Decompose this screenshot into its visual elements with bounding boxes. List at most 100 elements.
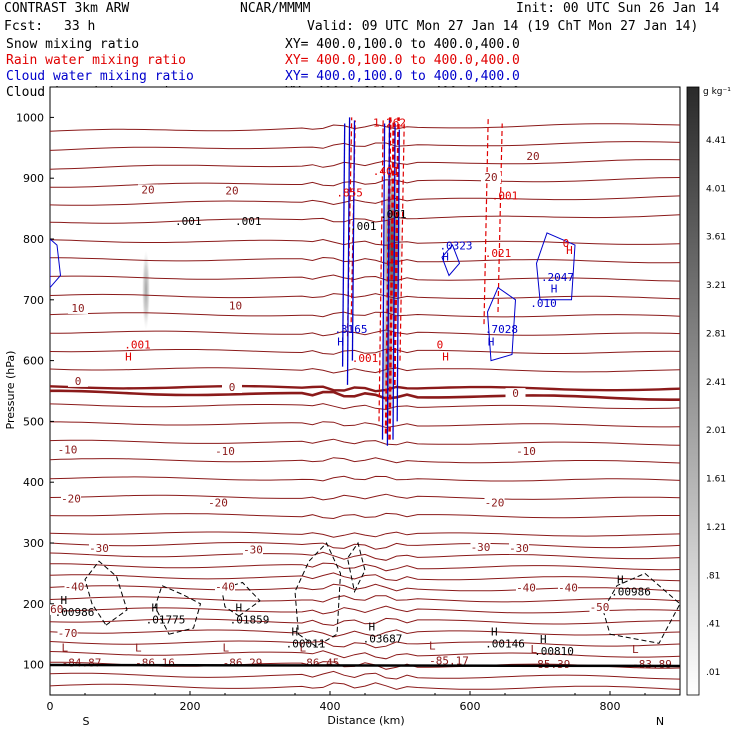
rain-contour [393,117,400,385]
high-marker: H [369,621,376,634]
isotherm-label-bg [57,444,78,456]
cloud-water-contour [535,232,576,301]
colorbar-tick-label: .01 [706,668,720,678]
isotherm-label: 0 [512,387,519,400]
rain-high-marker: H [442,351,449,364]
isotherm-label: -40 [516,582,536,595]
isotherm-label: 20 [141,183,154,196]
low-value: -86.45 [300,657,340,670]
colorbar-tick-label: 2.81 [706,329,726,339]
low-marker: L [429,640,436,653]
isotherm-label: -10 [516,445,536,458]
cloud-ice-contour [294,542,342,647]
isotherm-label-bg [505,388,526,400]
isotherm-line [50,256,680,264]
isotherm-label-bg [208,497,228,509]
ground-surface [50,663,680,668]
isotherm-label-bg [215,581,235,593]
isotherm-line [50,541,680,550]
isotherm-line [50,640,680,649]
isotherm-line [50,195,680,206]
y-tick-label: 600 [23,355,44,368]
isotherm-label-bg [61,493,81,505]
isotherm-line [50,311,680,318]
isotherm-label: -50 [590,601,610,614]
cloud-ice-contour [602,572,680,644]
rain-label: 0 [437,338,444,351]
rain-contour [388,120,395,440]
isotherm-line [50,562,680,572]
rain-contour [384,117,392,434]
cloud-ice-high-value: .00810 [534,645,574,658]
isotherm-line [50,438,680,446]
isotherm-label-bg [225,300,246,312]
y-axis: 100 200 300 400 500 600 700 800 900 1000 [16,111,54,672]
cloud-water-high-marker: H [442,250,449,263]
colorbar-tick-label: 1.61 [706,475,726,485]
y-tick-label: 400 [23,476,44,489]
cloud-water-label: .0323 [439,239,472,252]
isotherm-label: -60 [44,603,64,616]
freezing-level-line [50,389,680,401]
x-tick-label: 800 [600,700,621,713]
isotherm-line [50,141,680,151]
isotherm-label-bg [523,150,543,162]
isotherm-line [50,457,680,464]
x-tick-label: 0 [47,700,54,713]
colorbar-tick-label: 2.01 [706,426,726,436]
isotherm-label: 0 [229,381,236,394]
legend-entry-xy: XY= 400.0,100.0 to 400.0,400.0 [285,37,520,52]
init-time: Init: 00 UTC Sun 26 Jan 14 [516,1,720,16]
model-center: NCAR/MMMM [240,1,311,16]
cloud-water-label: .010 [530,297,557,310]
isotherm-label: 10 [71,302,84,315]
model-title: CONTRAST 3km ARW [4,1,129,16]
isotherm-line [50,670,680,680]
low-value: -85.39 [531,658,571,671]
isotherm-label-bg [509,543,529,555]
isotherm-line [50,329,680,337]
high-marker: H [236,601,243,614]
cloud-water-high-marker: H [337,335,344,348]
rain-high-marker: H [566,244,573,257]
isotherm-label-bg [516,445,536,457]
y-tick-label: 300 [23,537,44,550]
isotherm-line [50,629,680,638]
low-marker: L [531,643,538,656]
cloud-ice-high-value: .03687 [363,633,403,646]
isotherm-line [50,512,680,520]
isotherm-label-bg [589,602,610,614]
high-marker: H [491,626,498,639]
y-axis-title: Pressure (hPa) [4,351,17,430]
colorbar-tick-label: 4.41 [706,136,726,146]
cloud-ice-contour-label: .001 [235,215,262,228]
cloud-ice-contour-label: .001 [350,220,377,233]
isotherm-label: -20 [208,497,228,510]
contour-labels: -70 -60 -50 -40 -40 -40 -40 -30 -30 -30 -30 -20 -20 -… [44,117,672,671]
isotherm-line [50,293,680,300]
isotherm-line [50,531,680,538]
isotherm-line [50,238,680,246]
y-tick-label: 100 [23,659,44,672]
cloud-ice-contour [84,560,128,626]
low-marker: L [300,642,307,655]
cloud-water-contour [441,244,461,277]
y-tick-label: 200 [23,598,44,611]
isotherm-label: 10 [229,300,242,313]
forecast-label: Fcst: [4,19,43,34]
y-tick-label: 1000 [16,111,44,124]
isotherm-label: 20 [526,150,539,163]
isotherm-label: -10 [215,445,235,458]
cloud-water-contour [386,120,391,446]
isotherm-label: -30 [471,541,491,554]
isotherm-line [50,682,680,690]
cloud-water-label: .7028 [485,323,518,336]
x-tick-label: 400 [320,700,341,713]
isotherm-line [50,403,680,411]
cloud-ice-high-value: .00986 [611,585,651,598]
isotherm-line [50,274,680,282]
isotherm-line [50,595,680,603]
isotherm-label: -30 [243,543,263,556]
cloud-ice-contour-label: .001 [175,215,202,228]
